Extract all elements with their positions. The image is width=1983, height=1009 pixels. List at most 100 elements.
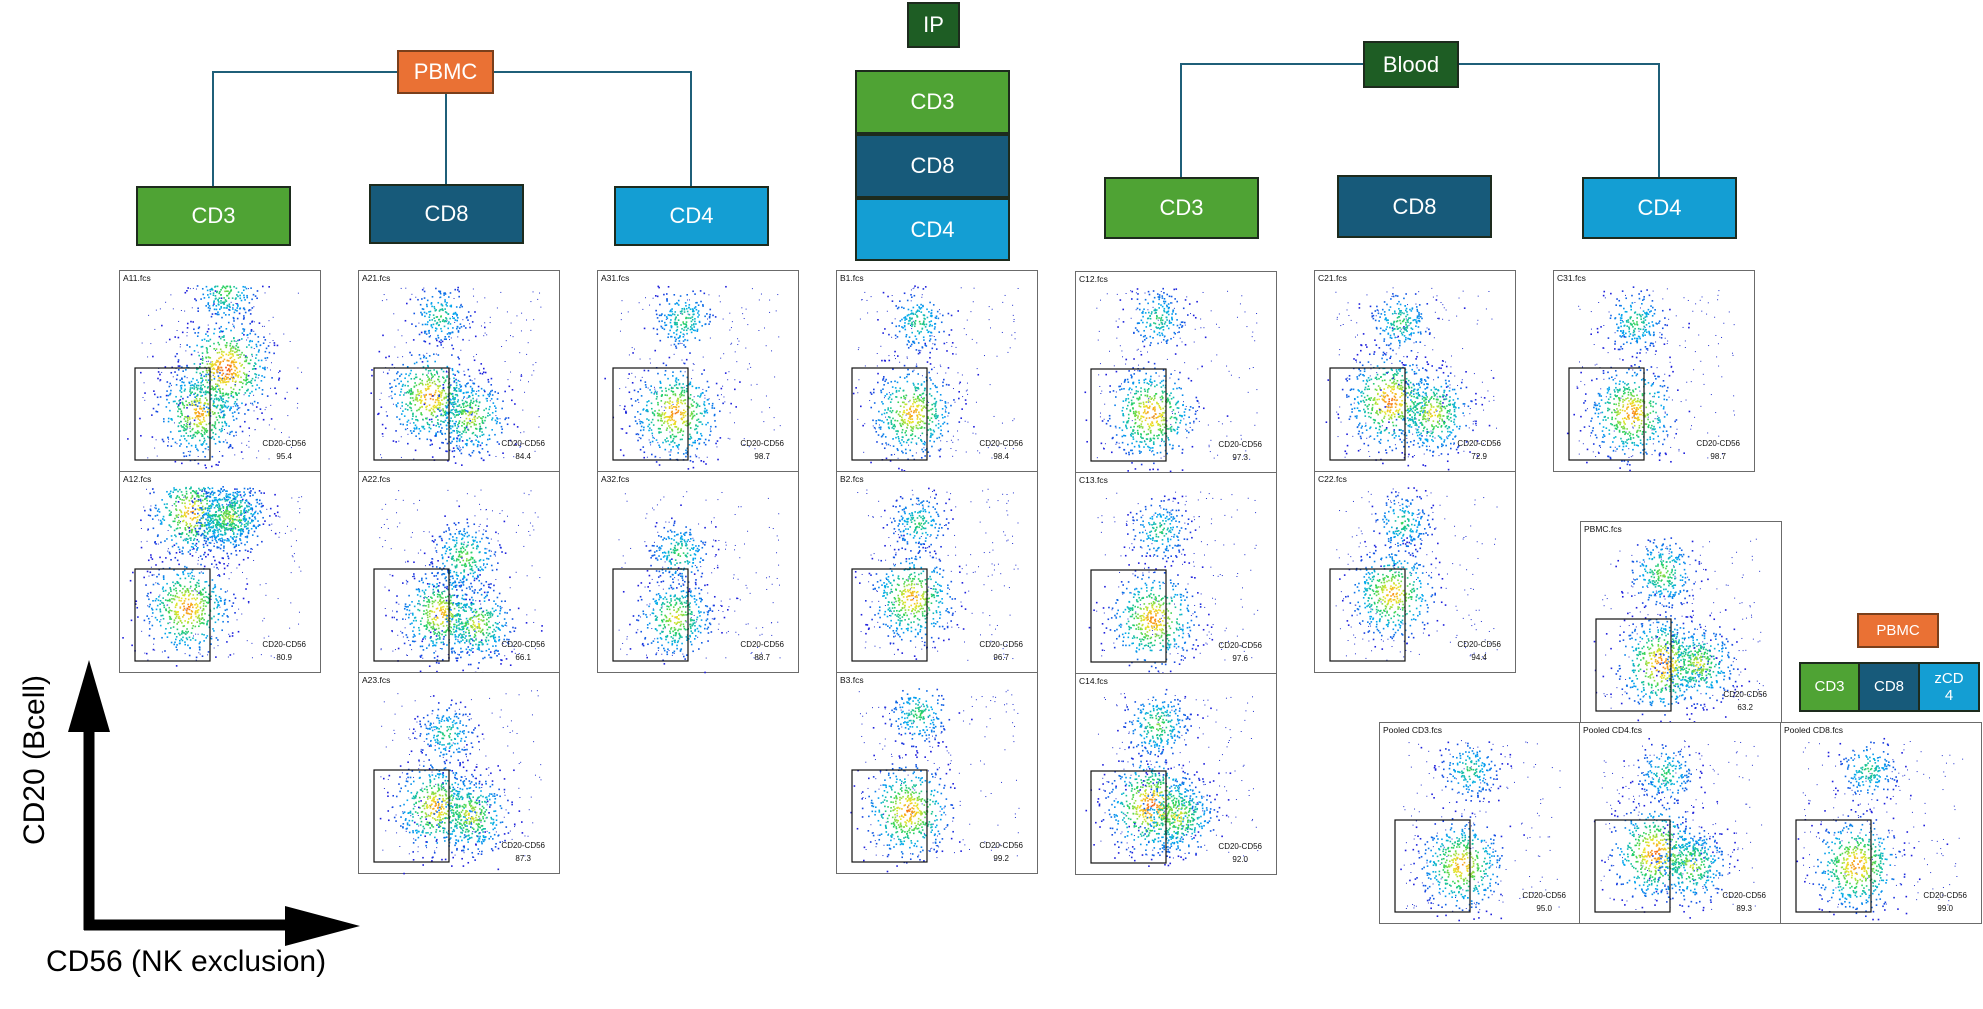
gate-percentage: 94.4 (1471, 653, 1487, 662)
gate-name: CD20-CD56 (740, 439, 784, 448)
gate-name: CD20-CD56 (1457, 640, 1501, 649)
scatter-plot: A23.fcs CD20-CD56 87.3 (358, 672, 560, 875)
scatter-plot: A12.fcs CD20-CD56 80.9 (119, 471, 321, 673)
gate-name: CD20-CD56 (979, 439, 1023, 448)
gate-rectangle (1595, 618, 1672, 712)
density-dots (1325, 287, 1498, 471)
gate-rectangle (1329, 568, 1406, 662)
gate-percentage: 98.4 (993, 452, 1009, 461)
x-axis-label: CD56 (NK exclusion) (46, 945, 326, 979)
scatter-plot: C12.fcs CD20-CD56 97.3 (1075, 271, 1277, 473)
scatter-plot: Pooled CD3.fcs CD20-CD56 95.0 (1379, 722, 1581, 924)
gate-rectangle (612, 367, 689, 461)
scatter-plot: A31.fcs CD20-CD56 98.7 (597, 270, 799, 472)
plot-title: A11.fcs (123, 273, 151, 283)
plot-title: A22.fcs (362, 474, 390, 484)
scatter-plot: B2.fcs CD20-CD56 96.7 (836, 471, 1038, 673)
scatter-plot: PBMC.fcs CD20-CD56 63.2 (1580, 521, 1782, 724)
gate-name: CD20-CD56 (979, 640, 1023, 649)
gate-rectangle (373, 568, 450, 662)
plot-title: A31.fcs (601, 273, 629, 283)
gate-name: CD20-CD56 (1522, 891, 1566, 900)
gate-rectangle (1568, 367, 1645, 461)
gate-rectangle (1090, 569, 1167, 663)
density-dots (1084, 287, 1258, 473)
gate-name: CD20-CD56 (1218, 842, 1262, 851)
gate-rectangle (1090, 770, 1167, 864)
gate-percentage: 98.7 (754, 452, 770, 461)
plot-title: A32.fcs (601, 474, 629, 484)
density-dots (1085, 688, 1259, 867)
scatter-plot: A21.fcs CD20-CD56 84.4 (358, 270, 560, 472)
pbmc-root-box: PBMC (397, 50, 494, 94)
gate-percentage: 96.7 (993, 653, 1009, 662)
gate-rectangle (1090, 368, 1167, 462)
blood-cd8-box: CD8 (1337, 175, 1492, 238)
gate-rectangle (1394, 819, 1471, 913)
gate-name: CD20-CD56 (1923, 891, 1967, 900)
scatter-plot: Pooled CD4.fcs CD20-CD56 89.3 (1579, 722, 1781, 924)
plot-title: Pooled CD3.fcs (1383, 725, 1442, 735)
density-dots (373, 690, 542, 875)
gate-name: CD20-CD56 (262, 640, 306, 649)
gate-percentage: 95.0 (1536, 904, 1552, 913)
density-dots (1593, 737, 1763, 919)
gate-rectangle (851, 367, 928, 461)
density-dots (851, 487, 1019, 662)
gate-percentage: 98.7 (1710, 452, 1726, 461)
gate-rectangle (373, 769, 450, 863)
ip-cd4-box: CD4 (855, 198, 1010, 261)
gate-percentage: 95.4 (276, 452, 292, 461)
density-dots (127, 285, 303, 469)
gate-percentage: 84.4 (515, 452, 531, 461)
plot-title: Pooled CD8.fcs (1784, 725, 1843, 735)
gate-percentage: 66.1 (515, 653, 531, 662)
gate-rectangle (134, 568, 211, 662)
scatter-plot: A32.fcs CD20-CD56 88.7 (597, 471, 799, 674)
ip-root-box: IP (907, 2, 960, 48)
plot-title: A23.fcs (362, 675, 390, 685)
gate-name: CD20-CD56 (740, 640, 784, 649)
scatter-plot: A22.fcs CD20-CD56 66.1 (358, 471, 560, 674)
gate-rectangle (1594, 819, 1671, 913)
gate-rectangle (1795, 819, 1872, 913)
density-dots (612, 491, 781, 674)
density-dots (604, 285, 781, 470)
plot-title: C21.fcs (1318, 273, 1347, 283)
gate-name: CD20-CD56 (1457, 439, 1501, 448)
plot-title: B2.fcs (840, 474, 864, 484)
legend-cd3-box: CD3 (1799, 662, 1860, 712)
blood-root-box: Blood (1363, 41, 1459, 88)
gate-percentage: 97.6 (1232, 654, 1248, 663)
scatter-plot: C14.fcs CD20-CD56 92.0 (1075, 673, 1277, 875)
gate-percentage: 72.9 (1471, 452, 1487, 461)
gate-rectangle (1329, 367, 1406, 461)
gate-name: CD20-CD56 (262, 439, 306, 448)
gate-rectangle (612, 568, 689, 662)
scatter-plot: C13.fcs CD20-CD56 97.6 (1075, 472, 1277, 675)
density-dots (1329, 487, 1498, 662)
legend-pbmc-box: PBMC (1857, 613, 1939, 648)
pbmc-cd3-box: CD3 (136, 186, 291, 246)
plot-title: C14.fcs (1079, 676, 1108, 686)
gate-percentage: 89.3 (1736, 904, 1752, 913)
scatter-plot: C22.fcs CD20-CD56 94.4 (1314, 471, 1516, 673)
density-dots (1795, 737, 1964, 921)
ip-cd8-box: CD8 (855, 134, 1010, 198)
legend-cd8-box: CD8 (1858, 662, 1920, 712)
y-axis-label: CD20 (Bcell) (18, 675, 52, 845)
gate-rectangle (373, 367, 450, 461)
gate-name: CD20-CD56 (1722, 891, 1766, 900)
plot-title: Pooled CD4.fcs (1583, 725, 1642, 735)
gate-percentage: 99.0 (1937, 904, 1953, 913)
plot-title: C31.fcs (1557, 273, 1586, 283)
density-dots (1088, 491, 1259, 675)
gate-percentage: 99.2 (993, 854, 1009, 863)
gate-rectangle (134, 367, 211, 461)
gate-rectangle (851, 568, 928, 662)
gate-percentage: 63.2 (1737, 703, 1753, 712)
gate-percentage: 97.3 (1232, 453, 1248, 462)
